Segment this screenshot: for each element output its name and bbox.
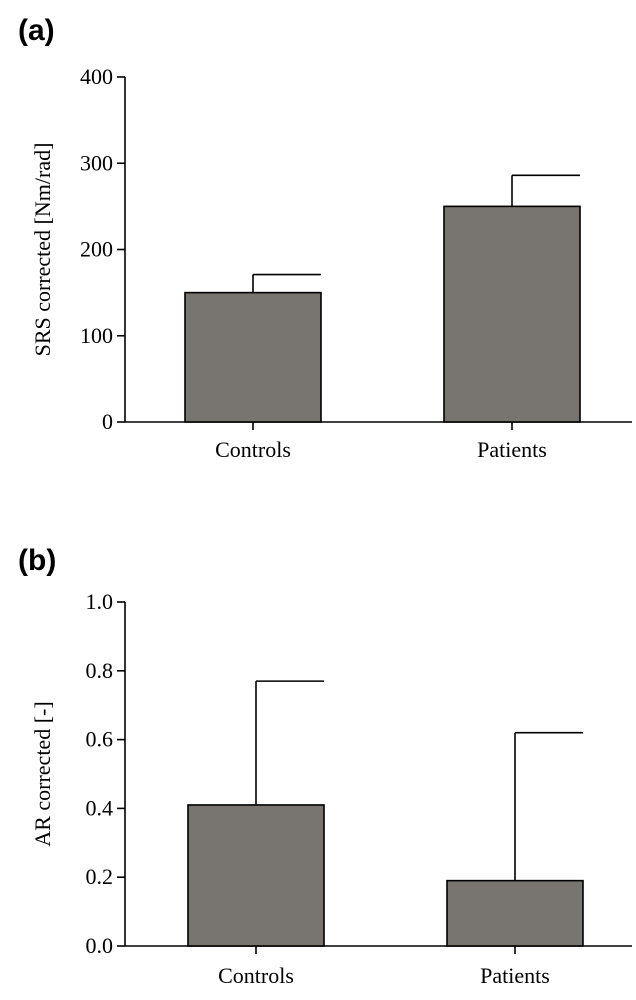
x-tick-label-controls: Controls xyxy=(218,963,294,988)
y-tick-label: 0.8 xyxy=(86,658,114,683)
y-tick-label: 0.0 xyxy=(86,933,114,958)
y-axis-title: SRS corrected [Nm/rad] xyxy=(30,143,55,357)
bar-patients xyxy=(443,205,581,423)
y-axis-title: AR corrected [-] xyxy=(30,701,55,846)
x-tick-label-patients: Patients xyxy=(477,437,547,462)
bar-controls xyxy=(184,291,322,423)
y-tick-label: 0.6 xyxy=(86,727,114,752)
panel-label: (b) xyxy=(18,544,56,577)
x-tick-label-controls: Controls xyxy=(215,437,291,462)
y-tick-label: 0 xyxy=(102,409,113,434)
y-tick-label: 0.2 xyxy=(86,864,114,889)
panel-b: (b) 0.0 0.2 0.4 0.6 0.8 1.0 AR corrected [-] Con… xyxy=(18,544,632,988)
y-tick-label: 1.0 xyxy=(86,589,114,614)
y-tick-label: 200 xyxy=(80,237,113,262)
y-tick-label: 300 xyxy=(80,150,113,175)
y-tick-label: 100 xyxy=(80,323,113,348)
bar-patients xyxy=(446,879,584,947)
panel-label: (a) xyxy=(18,14,55,47)
y-tick-label: 400 xyxy=(80,64,113,89)
y-tick-label: 0.4 xyxy=(86,795,114,820)
x-tick-label-patients: Patients xyxy=(480,963,550,988)
bar-controls xyxy=(187,804,325,947)
panel-a: (a) 0 100 200 300 400 SRS corrected [Nm/rad] Co… xyxy=(18,14,632,462)
